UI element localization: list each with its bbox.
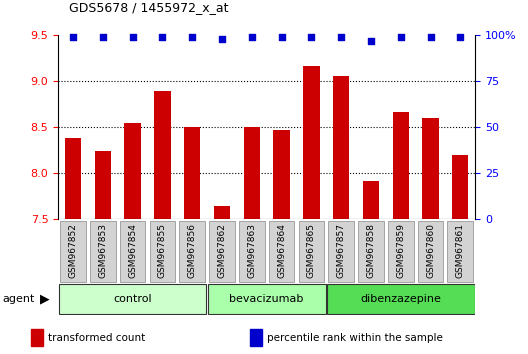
Point [307,34,316,40]
FancyBboxPatch shape [358,221,384,282]
FancyBboxPatch shape [327,285,475,314]
Point [69,34,77,40]
Bar [243,127,260,219]
Point [188,34,196,40]
Bar [452,155,468,219]
Point [277,34,286,40]
Point [397,34,405,40]
Text: ▶: ▶ [40,293,49,306]
Point [248,34,256,40]
FancyBboxPatch shape [448,221,473,282]
FancyBboxPatch shape [120,221,145,282]
Point [99,34,107,40]
Text: bevacizumab: bevacizumab [230,294,304,304]
Bar [392,112,409,219]
FancyBboxPatch shape [90,221,116,282]
FancyBboxPatch shape [180,221,205,282]
Bar [154,91,171,219]
FancyBboxPatch shape [208,285,326,314]
Bar [303,66,319,219]
FancyBboxPatch shape [269,221,294,282]
Text: GSM967852: GSM967852 [69,223,78,278]
Text: GSM967859: GSM967859 [396,223,405,278]
Point [158,34,167,40]
Text: GSM967854: GSM967854 [128,223,137,278]
Bar [184,127,200,219]
Text: agent: agent [3,294,35,304]
FancyBboxPatch shape [388,221,413,282]
Point [128,34,137,40]
Text: GDS5678 / 1455972_x_at: GDS5678 / 1455972_x_at [69,1,228,14]
FancyBboxPatch shape [59,285,206,314]
Bar [363,181,379,219]
Bar [274,130,290,219]
Text: GSM967856: GSM967856 [187,223,196,278]
Text: GSM967858: GSM967858 [366,223,375,278]
FancyBboxPatch shape [239,221,265,282]
Text: control: control [113,294,152,304]
Bar [422,118,439,219]
Text: GSM967861: GSM967861 [456,223,465,278]
Text: GSM967860: GSM967860 [426,223,435,278]
Text: GSM967855: GSM967855 [158,223,167,278]
Text: GSM967857: GSM967857 [337,223,346,278]
Point [456,34,465,40]
Text: GSM967863: GSM967863 [247,223,256,278]
FancyBboxPatch shape [60,221,86,282]
Bar [250,329,262,346]
Point [426,34,435,40]
Bar [65,138,81,219]
FancyBboxPatch shape [298,221,324,282]
FancyBboxPatch shape [328,221,354,282]
Point [366,38,375,44]
Text: GSM967853: GSM967853 [98,223,107,278]
Bar [214,206,230,219]
Bar [333,76,350,219]
Text: transformed count: transformed count [48,333,146,343]
Text: percentile rank within the sample: percentile rank within the sample [267,333,442,343]
Point [218,36,226,42]
FancyBboxPatch shape [149,221,175,282]
Text: GSM967865: GSM967865 [307,223,316,278]
Bar [31,329,43,346]
FancyBboxPatch shape [418,221,444,282]
Point [337,34,345,40]
Bar [95,152,111,219]
Bar [125,123,141,219]
Text: GSM967864: GSM967864 [277,223,286,278]
FancyBboxPatch shape [209,221,235,282]
Text: dibenzazepine: dibenzazepine [360,294,441,304]
Text: GSM967862: GSM967862 [218,223,227,278]
